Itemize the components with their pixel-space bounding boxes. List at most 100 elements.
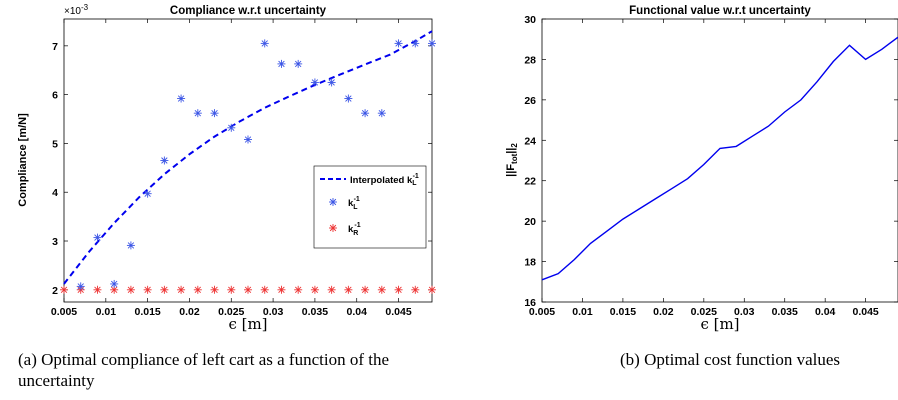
kr-point: [260, 285, 269, 294]
legend-kl-sub: L: [353, 204, 358, 211]
functional-chart: Functional value w.r.t uncertainty 0.005…: [505, 5, 898, 333]
functional-y-tick-label: 30: [524, 14, 536, 26]
compliance-y-tick-label: 7: [52, 41, 58, 53]
functional-value-line: [541, 36, 898, 281]
kl-point: [428, 39, 436, 48]
compliance-y-tick-label: 2: [52, 285, 58, 297]
kr-point: [294, 285, 303, 294]
kr-point: [60, 285, 68, 294]
compliance-x-tick-label: 0.035: [302, 306, 328, 318]
compliance-x-tick-label: 0.025: [218, 306, 244, 318]
kr-point: [428, 285, 436, 294]
kr-point: [126, 285, 135, 294]
kr-point: [377, 285, 386, 294]
functional-x-tick-label: 0.04: [815, 306, 836, 318]
compliance-y-exponent: ×10-3: [64, 3, 89, 17]
caption-a: (a) Optimal compliance of left cart as a…: [18, 350, 390, 390]
kl-point: [294, 59, 303, 68]
functional-y-tick-label: 20: [524, 216, 536, 228]
compliance-x-axis-label: ϵ [m]: [228, 315, 267, 333]
kr-point: [193, 285, 202, 294]
kr-point: [277, 285, 286, 294]
kl-point: [76, 282, 85, 291]
compliance-x-tick-label: 0.02: [179, 306, 200, 318]
kl-point: [327, 78, 336, 87]
functional-y-axis-label: ||Ftot||2: [505, 143, 519, 177]
functional-y-tick-label: 22: [524, 176, 536, 188]
functional-x-axis-label: ϵ [m]: [700, 315, 739, 333]
compliance-y-tick-label: 5: [52, 138, 58, 150]
functional-y-ticks: 16 18 20 22 24 26 28 30: [524, 14, 898, 309]
y-exponent-power: -3: [81, 3, 89, 12]
kl-point: [143, 189, 152, 198]
compliance-y-tick-label: 4: [52, 187, 58, 199]
compliance-legend: Interpolated kL-1 kL-1 kR-1: [313, 165, 427, 249]
compliance-x-tick-label: 0.01: [96, 306, 117, 318]
functional-y-tick-label: 18: [524, 257, 536, 269]
compliance-x-ticks: 0.005 0.01 0.015 0.02 0.025 0.03 0.035 0.04 0.04…: [51, 19, 412, 318]
kr-point: [177, 285, 186, 294]
compliance-y-tick-label: 3: [52, 236, 58, 248]
kl-point: [177, 94, 186, 103]
functional-y-tick-label: 24: [524, 135, 536, 147]
legend-kr-sub: R: [353, 230, 358, 237]
interpolated-kl-line: [63, 30, 433, 285]
legend-kl-main: k: [348, 198, 354, 209]
compliance-series: [60, 30, 436, 294]
ylabel-sub: tot: [510, 153, 519, 164]
kr-point: [327, 285, 336, 294]
kl-point: [110, 279, 119, 288]
legend-label-kr: kR-1: [348, 222, 361, 237]
compliance-chart-title: Compliance w.r.t uncertainty: [170, 5, 327, 17]
functional-x-tick-label: 0.025: [691, 306, 717, 318]
functional-x-tick-label: 0.005: [529, 306, 555, 318]
kr-point: [344, 285, 353, 294]
kr-point: [160, 285, 169, 294]
functional-series: [541, 36, 898, 281]
compliance-y-tick-label: 6: [52, 90, 58, 102]
compliance-plot-area: [63, 18, 433, 303]
legend-kr-main: k: [348, 224, 354, 235]
legend-interp-main: Interpolated k: [350, 175, 413, 186]
kr-point: [310, 285, 319, 294]
functional-y-tick-label: 16: [524, 297, 536, 309]
ylabel-sub2: 2: [510, 143, 519, 148]
compliance-x-tick-label: 0.045: [385, 306, 411, 318]
compliance-x-tick-label: 0.005: [51, 306, 77, 318]
legend-kl-sup: -1: [354, 196, 360, 203]
y-exponent-base: ×10: [64, 6, 81, 17]
compliance-x-tick-label: 0.03: [263, 306, 284, 318]
functional-x-tick-label: 0.035: [772, 306, 798, 318]
legend-label-kl: kL-1: [348, 196, 360, 211]
functional-y-tick-label: 28: [524, 54, 536, 66]
compliance-y-axis-label: Compliance [m/N]: [17, 113, 29, 207]
ylabel-tail: ||: [505, 148, 517, 154]
functional-chart-title: Functional value w.r.t uncertainty: [629, 5, 811, 17]
kr-point: [244, 285, 252, 294]
functional-x-tick-label: 0.01: [572, 306, 593, 318]
kl-point: [244, 135, 252, 144]
figure-canvas: Compliance w.r.t uncertainty ×10-3 0.005…: [17, 3, 898, 333]
compliance-x-tick-label: 0.015: [134, 306, 160, 318]
caption-b: (b) Optimal cost function values: [620, 350, 841, 369]
compliance-x-tick-label: 0.04: [347, 306, 368, 318]
compliance-chart: Compliance w.r.t uncertainty ×10-3 0.005…: [17, 3, 436, 333]
kl-point: [260, 39, 269, 48]
legend-swatch-kl: [329, 198, 337, 206]
kr-point: [361, 285, 370, 294]
kr-point: [227, 285, 236, 294]
legend-kr-sup: -1: [354, 222, 360, 229]
kl-point: [193, 109, 202, 118]
functional-x-ticks: 0.005 0.01 0.015 0.02 0.025 0.03 0.035 0.04 0.04…: [529, 19, 879, 318]
kl-point: [394, 39, 403, 48]
kr-point: [143, 285, 152, 294]
kr-point: [93, 285, 102, 294]
functional-y-tick-label: 26: [524, 95, 536, 107]
kl-point: [227, 123, 236, 132]
functional-x-tick-label: 0.02: [653, 306, 674, 318]
kl-point: [160, 156, 169, 165]
legend-label-interpolated: Interpolated kL-1: [350, 173, 419, 187]
legend-kr-marker: [329, 224, 337, 232]
functional-x-tick-label: 0.03: [734, 306, 755, 318]
kl-point: [210, 109, 219, 118]
